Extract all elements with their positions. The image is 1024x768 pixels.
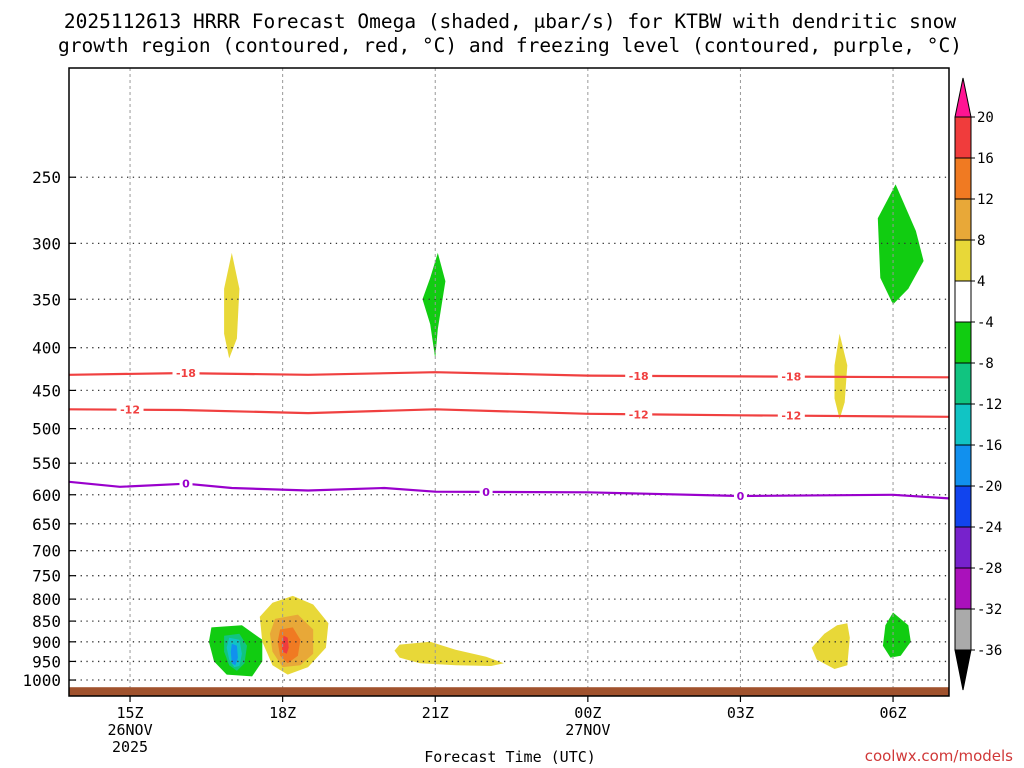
contour-label-freezing-level-0: 0 xyxy=(182,478,190,491)
colorbar-label-12: -32 xyxy=(977,602,1002,618)
colorbar-label-11: -28 xyxy=(977,561,1002,577)
colorbar-bottom-arrow xyxy=(954,649,972,691)
colorbar-label-4: 4 xyxy=(977,274,985,290)
x-axis-label: Forecast Time (UTC) xyxy=(424,748,596,766)
omega-region-yellow-900hpa-05z xyxy=(811,623,850,669)
colorbar-box-2 xyxy=(954,198,972,241)
colorbar-label-0: 20 xyxy=(977,110,994,126)
omega-region-green-300hpa-06z xyxy=(877,184,924,305)
contour-label-dgz-minus18-1: -18 xyxy=(629,370,649,383)
colorbar-label-7: -12 xyxy=(977,397,1002,413)
y-tick-label-500: 500 xyxy=(32,420,61,439)
colorbar-box-10 xyxy=(954,526,972,569)
contour-label-dgz-minus12-0: -12 xyxy=(120,404,140,417)
contour-label-dgz-minus12-2: -12 xyxy=(781,410,801,423)
contour-label-bg-dgz-minus12-2 xyxy=(777,408,805,422)
colorbar-box-9 xyxy=(954,485,972,528)
y-tick-label-850: 850 xyxy=(32,612,61,631)
omega-region-orange-880hpa-18z xyxy=(277,627,301,664)
colorbar-label-9: -20 xyxy=(977,479,1002,495)
omega-region-red-880hpa-18z xyxy=(281,635,289,654)
colorbar-box-0 xyxy=(954,116,972,159)
y-tick-label-800: 800 xyxy=(32,590,61,609)
colorbar-label-5: -4 xyxy=(977,315,994,331)
y-tick-label-550: 550 xyxy=(32,454,61,473)
colorbar-box-7 xyxy=(954,403,972,446)
x-tick-label-00Z: 00Z xyxy=(574,704,601,722)
y-tick-label-650: 650 xyxy=(32,515,61,534)
y-tick-label-250: 250 xyxy=(32,168,61,187)
colorbar-box-5 xyxy=(954,321,972,364)
contour-label-freezing-level-2: 0 xyxy=(737,490,745,503)
omega-region-yellow-350hpa-16z xyxy=(224,252,240,359)
grid-lines xyxy=(69,68,949,696)
y-tick-label-1000: 1000 xyxy=(22,671,61,690)
y-tick-label-600: 600 xyxy=(32,486,61,505)
site-credit: coolwx.com/models xyxy=(865,747,1013,765)
chart-title-line-2: growth region (contoured, red, °C) and f… xyxy=(58,34,962,57)
colorbar-box-11 xyxy=(954,567,972,610)
colorbar-box-6 xyxy=(954,362,972,405)
contour-freezing-level xyxy=(69,480,949,500)
x-tick-label-03Z: 03Z xyxy=(727,704,754,722)
colorbar-box-4 xyxy=(954,280,972,323)
contour-label-bg-dgz-minus18-2 xyxy=(777,369,805,383)
contour-label-dgz-minus18-0: -18 xyxy=(176,367,196,380)
omega-region-green-880hpa-06z xyxy=(882,612,911,658)
plot-background xyxy=(69,68,949,696)
contour-label-bg-freezing-level-1 xyxy=(479,484,493,498)
colorbar-box-3 xyxy=(954,239,972,282)
y-tick-label-900: 900 xyxy=(32,633,61,652)
surface-ground xyxy=(69,687,949,696)
contour-label-bg-freezing-level-0 xyxy=(179,476,193,490)
contour-label-bg-dgz-minus18-0 xyxy=(172,366,200,380)
contour-label-bg-freezing-level-2 xyxy=(733,488,747,502)
y-tick-label-350: 350 xyxy=(32,290,61,309)
x-tick-label-15Z: 15Z xyxy=(116,704,143,722)
plot-area: -18 -18 -18 -12 -12 -12 0 0 0 250 300 350 400 450 500 5… xyxy=(22,67,950,756)
contour-dgz-minus12 xyxy=(69,408,949,418)
colorbar-label-2: 12 xyxy=(977,192,994,208)
colorbar: 20 16 12 8 4 -4 -8 -12 -16 -20 -24 -28 -32 -36 xyxy=(954,77,1002,691)
y-axis: 250 300 350 400 450 500 550 600 650 700 750 800 850 9… xyxy=(22,168,76,690)
omega-shading xyxy=(208,184,924,677)
colorbar-label-1: 16 xyxy=(977,151,994,167)
x-tick-date-00Z: 27NOV xyxy=(565,721,610,739)
contour-label-dgz-minus12-1: -12 xyxy=(629,408,649,421)
colorbar-box-1 xyxy=(954,157,972,200)
colorbar-label-6: -8 xyxy=(977,356,994,372)
x-tick-label-21Z: 21Z xyxy=(422,704,449,722)
x-tick-date-15Z: 26NOV xyxy=(107,721,152,739)
y-tick-label-450: 450 xyxy=(32,381,61,400)
omega-region-green-350hpa-21z xyxy=(422,252,446,359)
contour-label-dgz-minus18-2: -18 xyxy=(781,371,801,384)
y-tick-label-700: 700 xyxy=(32,542,61,561)
colorbar-box-12 xyxy=(954,608,972,651)
x-tick-label-06Z: 06Z xyxy=(879,704,906,722)
colorbar-label-3: 8 xyxy=(977,233,985,249)
chart-title-line-1: 2025112613 HRRR Forecast Omega (shaded, … xyxy=(64,10,956,33)
y-tick-label-400: 400 xyxy=(32,339,61,358)
omega-region-yellow-930hpa-21z xyxy=(394,641,504,666)
colorbar-label-8: -16 xyxy=(977,438,1002,454)
colorbar-label-10: -24 xyxy=(977,520,1002,536)
y-tick-label-950: 950 xyxy=(32,652,61,671)
x-tick-label-18Z: 18Z xyxy=(269,704,296,722)
contour-label-freezing-level-1: 0 xyxy=(482,486,490,499)
contour-label-bg-dgz-minus12-1 xyxy=(625,407,653,421)
colorbar-label-13: -36 xyxy=(977,643,1002,659)
colorbar-top-arrow xyxy=(954,77,972,118)
contour-label-bg-dgz-minus18-1 xyxy=(625,368,653,382)
y-tick-label-300: 300 xyxy=(32,234,61,253)
contour-label-bg-dgz-minus12-0 xyxy=(116,402,144,416)
colorbar-box-8 xyxy=(954,444,972,487)
y-tick-label-750: 750 xyxy=(32,567,61,586)
omega-region-blue-900hpa-1630z xyxy=(230,643,238,666)
contour-lines: -18 -18 -18 -12 -12 -12 0 0 0 xyxy=(69,366,949,503)
plot-frame xyxy=(68,67,950,697)
x-tick-year-15Z: 2025 xyxy=(112,738,148,756)
